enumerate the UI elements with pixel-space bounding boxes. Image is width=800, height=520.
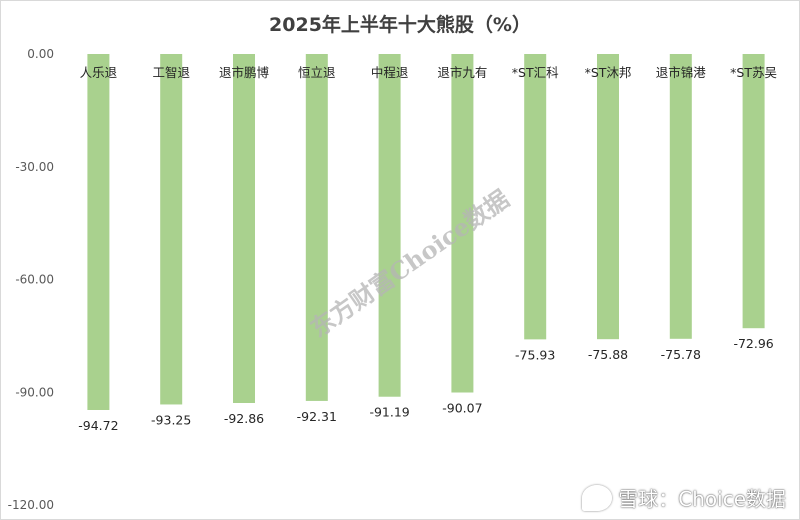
- bar: [87, 54, 110, 410]
- bar: [524, 54, 547, 340]
- chart-title: 2025年上半年十大熊股（%）: [269, 14, 531, 36]
- footer-logo-text: 雪球：Choice数据: [618, 487, 786, 511]
- data-label: -94.72: [78, 418, 118, 433]
- bar: [233, 54, 255, 403]
- y-axis: 0.00 -30.00 -60.00 -90.00 -120.00: [8, 47, 54, 512]
- data-label: -92.31: [297, 409, 337, 424]
- category-label: 退市鹏博: [219, 65, 270, 80]
- category-label: 恒立退: [298, 65, 336, 80]
- category-labels: 人乐退 工智退 退市鹏博 恒立退 中程退 退市九有 *ST汇科 *ST沐邦 退市锦港 *ST苏吴: [80, 65, 777, 80]
- watermark-text: 东方财富Choice数据: [305, 184, 515, 343]
- data-label: -91.19: [369, 405, 409, 420]
- category-label: *ST汇科: [512, 65, 559, 80]
- snowball-logo-icon: [582, 484, 613, 511]
- data-label: -72.96: [733, 336, 773, 351]
- bar: [305, 54, 328, 401]
- bar: [742, 54, 765, 329]
- data-label: -75.78: [661, 347, 701, 362]
- data-label: -75.88: [588, 347, 628, 362]
- bar: [597, 54, 619, 340]
- category-label: 人乐退: [80, 65, 118, 80]
- bar: [378, 54, 401, 397]
- data-label: -92.86: [224, 411, 264, 426]
- y-tick-label: 0.00: [27, 47, 54, 61]
- category-label: *ST沐邦: [585, 65, 632, 80]
- y-tick-label: -120.00: [8, 498, 54, 512]
- bar: [451, 54, 474, 393]
- y-tick-label: -90.00: [15, 385, 54, 399]
- bars-group: [87, 54, 765, 410]
- footer-logo: 雪球：Choice数据: [582, 483, 786, 512]
- data-label: -90.07: [442, 401, 482, 416]
- value-labels: -94.72 -93.25 -92.86 -92.31 -91.19 -90.07 -75.…: [78, 336, 774, 433]
- bar: [669, 54, 692, 339]
- category-label: *ST苏吴: [730, 65, 777, 80]
- category-label: 退市锦港: [656, 65, 707, 80]
- data-label: -93.25: [151, 412, 191, 427]
- y-tick-label: -30.00: [15, 160, 54, 174]
- bar: [160, 54, 183, 405]
- y-tick-label: -60.00: [15, 273, 54, 287]
- category-label: 中程退: [371, 65, 409, 80]
- category-label: 退市九有: [437, 65, 487, 80]
- category-label: 工智退: [152, 65, 190, 80]
- data-label: -75.93: [515, 347, 555, 362]
